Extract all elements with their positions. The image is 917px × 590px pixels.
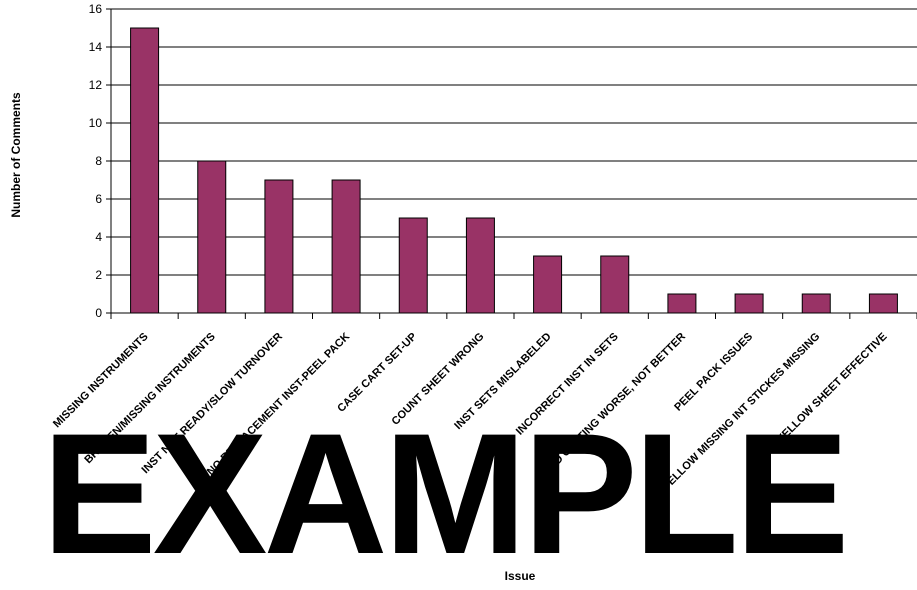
y-tick-label: 12 — [89, 78, 103, 92]
bar — [398, 217, 428, 314]
bars — [130, 27, 898, 314]
y-tick-label: 0 — [95, 306, 102, 320]
bar — [197, 160, 227, 314]
y-tick-label: 16 — [89, 2, 103, 16]
y-tick-labels: 0 2 4 6 8 10 12 14 16 — [89, 2, 103, 320]
bar — [264, 179, 294, 314]
y-tick-label: 2 — [95, 268, 102, 282]
axes — [110, 9, 917, 319]
bar — [734, 293, 764, 314]
bar — [667, 293, 697, 314]
bar — [331, 179, 361, 314]
bar — [130, 27, 160, 314]
bar — [465, 217, 495, 314]
example-watermark: EXAMPLE — [42, 398, 849, 590]
bar — [600, 255, 630, 314]
y-tick-label: 4 — [95, 230, 102, 244]
gridlines — [106, 8, 917, 314]
y-axis-title: Number of Comments — [9, 92, 23, 218]
bar — [868, 293, 898, 314]
y-tick-label: 10 — [89, 116, 103, 130]
y-tick-label: 6 — [95, 192, 102, 206]
y-tick-label: 8 — [95, 154, 102, 168]
bar — [801, 293, 831, 314]
x-axis-title: Issue — [505, 569, 536, 583]
bar — [533, 255, 563, 314]
y-tick-label: 14 — [89, 40, 103, 54]
